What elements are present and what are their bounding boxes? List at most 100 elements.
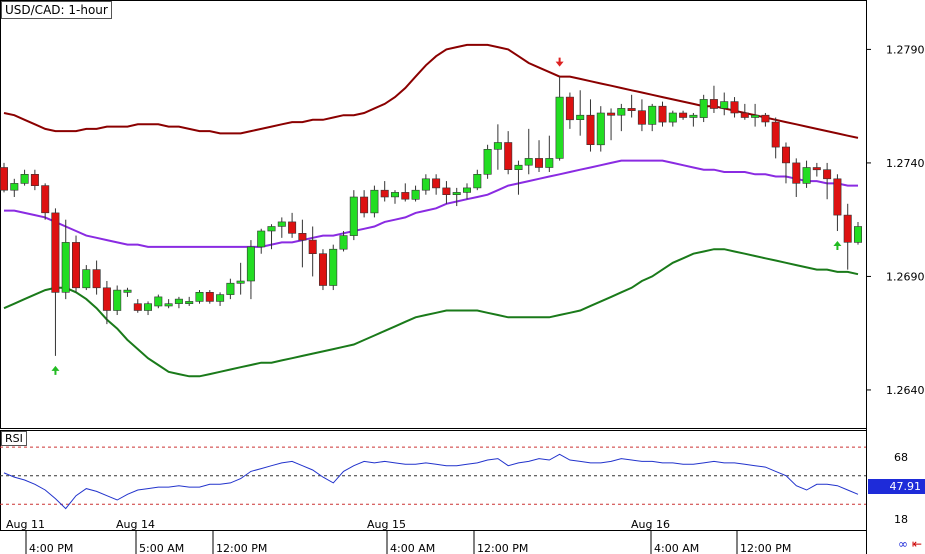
candle-body [205, 291, 214, 302]
rsi-tick-label: 68 [894, 451, 908, 464]
candle-body [617, 108, 626, 116]
date-label: Aug 11 [6, 518, 45, 531]
candle-body [216, 294, 225, 302]
candle-body [504, 142, 513, 171]
candle-body [576, 114, 585, 120]
candle-body [0, 167, 9, 191]
candle-body [195, 291, 204, 302]
rsi-panel-frame [0, 430, 867, 531]
candle-body [339, 235, 348, 250]
candle-body [524, 158, 533, 166]
time-label: 12:00 PM [740, 542, 791, 554]
candle-body [113, 289, 122, 311]
price-tick-label: 1.2740 [886, 157, 925, 170]
candle-body [637, 110, 646, 125]
candle-body [20, 174, 29, 184]
candle-body [41, 185, 50, 214]
candle-body [318, 253, 327, 286]
rsi-current-value-badge: 47.91 [868, 479, 925, 494]
candle-body [473, 174, 482, 189]
candle-body [10, 183, 19, 191]
candle-body [781, 146, 790, 164]
candle-body [596, 112, 605, 146]
candle-body [236, 280, 245, 284]
candle-body [380, 189, 389, 198]
candle-body [102, 287, 111, 311]
candle-body [462, 187, 471, 193]
rsi-line [3, 453, 859, 510]
candle-body [123, 289, 132, 293]
buy-arrow-icon [51, 365, 60, 375]
candle-body [390, 192, 399, 198]
candle-body [823, 169, 832, 180]
candle-body [185, 301, 194, 304]
buy-arrow-icon [833, 241, 842, 251]
candle-body [843, 214, 852, 243]
candle-body [82, 269, 91, 289]
candle-body [154, 296, 163, 307]
candle-body [452, 192, 461, 195]
candle-body [257, 230, 266, 248]
candle-body [30, 174, 39, 187]
candle-body [421, 178, 430, 191]
candle-body [607, 112, 616, 116]
candle-body [668, 112, 677, 123]
time-label: 4:00 PM [29, 542, 73, 554]
candle-body [144, 303, 153, 311]
candle-body [740, 112, 749, 118]
candle-body [308, 239, 317, 255]
time-label: 4:00 AM [390, 542, 435, 554]
candle-body [370, 189, 379, 214]
candle-body [658, 105, 667, 123]
candle-body [164, 303, 173, 307]
candle-body [812, 167, 821, 171]
candle-body [833, 178, 842, 216]
candle-body [627, 108, 636, 112]
candle-body [689, 114, 698, 118]
candle-body [802, 167, 811, 184]
price-tick-label: 1.2640 [886, 384, 925, 397]
price-panel-frame [0, 0, 867, 429]
price-tick-label: 1.2690 [886, 270, 925, 283]
candle-body [853, 226, 862, 243]
candle-body [432, 178, 441, 189]
candle-body [226, 282, 235, 295]
candle-body [648, 105, 657, 125]
candle-body [246, 246, 255, 282]
candle-body [720, 101, 729, 109]
candle-body [751, 114, 760, 118]
candle-body [277, 221, 286, 227]
candle-body [586, 114, 595, 145]
date-label: Aug 15 [367, 518, 406, 531]
candle-body [709, 99, 718, 109]
candle-body [514, 164, 523, 170]
candle-body [565, 96, 574, 121]
candle-body [493, 142, 502, 150]
candle-body [51, 212, 60, 293]
collapse-icon[interactable]: ⇤ [911, 537, 922, 551]
candle-body [288, 221, 297, 234]
rsi-tick-label: 18 [894, 513, 908, 526]
rsi-title: RSI [1, 431, 27, 446]
candle-body [545, 158, 554, 168]
time-label: 5:00 AM [139, 542, 184, 554]
candle-body [298, 233, 307, 241]
candle-body [61, 242, 70, 293]
candle-body [72, 242, 81, 289]
date-label: Aug 14 [116, 518, 155, 531]
candle-body [679, 112, 688, 118]
candle-body [761, 114, 770, 123]
candle-body [442, 187, 451, 195]
link-icon[interactable]: ∞ [897, 537, 908, 551]
candle-body [483, 149, 492, 175]
band-line-1 [4, 159, 858, 248]
candle-body [792, 162, 801, 184]
candle-body [349, 196, 358, 236]
candle-body [267, 226, 276, 232]
candle-body [555, 96, 564, 159]
candle-body [360, 196, 369, 214]
price-tick-label: 1.2790 [886, 43, 925, 56]
candle-body [329, 248, 338, 286]
candle-body [92, 269, 101, 289]
